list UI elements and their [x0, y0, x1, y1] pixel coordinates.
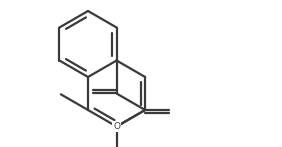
Text: O: O: [113, 122, 120, 131]
